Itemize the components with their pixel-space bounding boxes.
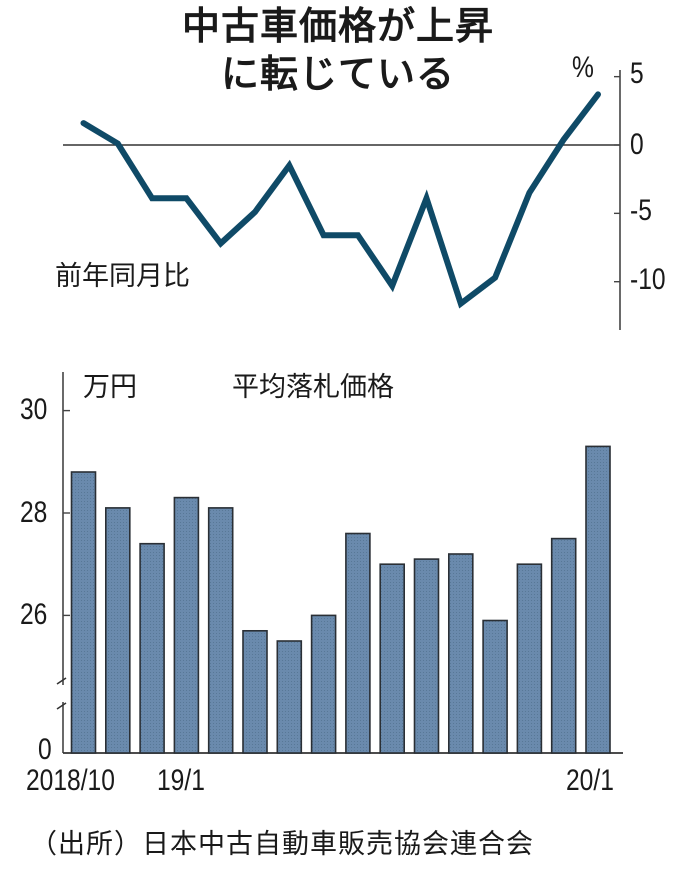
bar-series-label: 平均落札価格 — [232, 372, 394, 403]
bar-2019/1 — [173, 496, 200, 754]
bar-y-tick-26: 26 — [20, 598, 48, 631]
source-note: （出所）日本中古自動車販売協会連合会 — [30, 829, 534, 860]
bar-2019/8 — [413, 558, 440, 754]
chart-title-line2: に転じている — [220, 52, 455, 96]
bar-y-tick-30: 30 — [20, 393, 48, 426]
bar-2018/11 — [105, 507, 131, 754]
bar-2019/9 — [447, 553, 474, 754]
line-y-tick-minus5: -5 — [630, 194, 652, 227]
line-y-tick-minus10: -10 — [630, 263, 666, 296]
bar-2019/5 — [310, 614, 337, 754]
chart-title-line1: 中古車価格が上昇 — [181, 4, 494, 48]
bar-2019/11 — [516, 563, 543, 754]
line-chart — [63, 70, 621, 330]
bar-2019/6 — [345, 532, 371, 754]
x-label-end: 20/1 — [566, 764, 614, 797]
x-label-mid: 19/1 — [157, 764, 205, 797]
bar-2020/1 — [585, 445, 611, 754]
bar-chart — [56, 372, 623, 754]
bar-2019/3 — [242, 629, 268, 754]
bar-unit-label: 万円 — [83, 372, 137, 403]
bar-2019/12 — [550, 537, 577, 754]
bar-2018/12 — [139, 542, 165, 754]
bar-2019/7 — [379, 563, 406, 754]
line-y-tick-5: 5 — [630, 57, 644, 90]
line-unit-label: % — [572, 51, 594, 84]
x-label-start: 2018/10 — [26, 764, 115, 797]
bar-2019/2 — [207, 507, 234, 754]
yoy-line — [80, 91, 601, 309]
bar-2019/4 — [276, 640, 303, 754]
bar-y-tick-28: 28 — [20, 496, 48, 529]
line-series-label: 前年同月比 — [55, 261, 190, 292]
line-y-tick-0: 0 — [630, 128, 644, 161]
bar-2019/10 — [482, 619, 508, 754]
bar-y-tick-0: 0 — [38, 733, 52, 766]
bar-2018/10 — [70, 471, 97, 754]
